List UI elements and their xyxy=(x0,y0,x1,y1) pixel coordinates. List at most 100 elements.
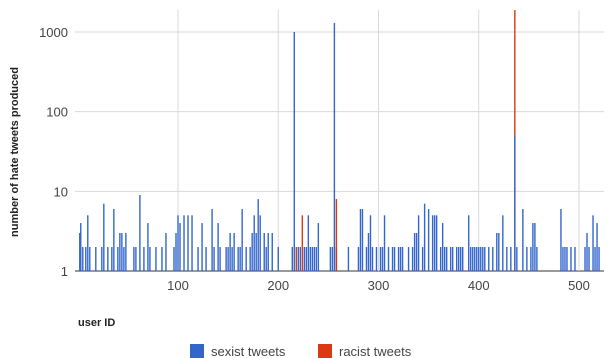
sexist-bar xyxy=(488,247,490,271)
sexist-bar xyxy=(227,247,229,271)
sexist-bar xyxy=(299,247,302,271)
sexist-bar xyxy=(85,247,87,271)
legend-label-racist: racist tweets xyxy=(339,344,412,358)
sexist-bar xyxy=(462,247,464,271)
sexist-bar xyxy=(213,247,215,271)
sexist-bar xyxy=(251,232,253,271)
sexist-bar xyxy=(201,223,203,271)
grid xyxy=(75,10,604,272)
sexist-bar xyxy=(161,247,163,271)
sexist-bar xyxy=(101,247,103,271)
sexist-bar xyxy=(449,247,452,271)
sexist-bar xyxy=(305,247,308,271)
sexist-bar xyxy=(307,215,310,271)
sexist-bar xyxy=(562,247,564,271)
sexist-bar xyxy=(439,247,442,271)
sexist-bar xyxy=(407,247,410,271)
sexist-bar xyxy=(399,247,402,271)
sexist-bar xyxy=(125,232,127,271)
sexist-bar xyxy=(588,247,590,271)
sexist-bar xyxy=(480,247,482,271)
sexist-bar xyxy=(484,247,486,271)
sexist-bar xyxy=(303,247,306,271)
sexist-bar xyxy=(502,215,504,271)
sexist-bar xyxy=(383,215,386,271)
sexist-bar xyxy=(265,247,267,271)
sexist-bar xyxy=(498,232,500,271)
sexist-bar xyxy=(423,203,426,271)
sexist-bar xyxy=(570,247,572,271)
sexist-bar xyxy=(103,203,105,271)
sexist-bar xyxy=(143,247,145,271)
sexist-bar xyxy=(514,135,516,271)
sexist-bar xyxy=(375,247,378,271)
sexist-bar xyxy=(451,247,454,271)
sexist-bar xyxy=(574,247,576,271)
sexist-bar xyxy=(205,247,207,271)
sexist-bar xyxy=(496,232,498,271)
sexist-bar xyxy=(87,215,89,271)
y-tick-label: 1 xyxy=(61,264,68,279)
sexist-bar xyxy=(309,247,312,271)
sexist-bar xyxy=(516,247,518,271)
sexist-bar xyxy=(415,232,418,271)
sexist-bar xyxy=(333,22,336,271)
y-axis-title: number of hate tweets produced xyxy=(9,67,21,237)
sexist-bar xyxy=(133,247,135,271)
sexist-bar xyxy=(231,247,233,271)
legend-swatch-racist xyxy=(318,344,332,358)
sexist-bar xyxy=(584,247,586,271)
sexist-bar xyxy=(472,247,474,271)
sexist-bar xyxy=(367,232,370,271)
sexist-bar xyxy=(291,247,293,271)
sexist-bar xyxy=(263,232,265,271)
sexist-bar xyxy=(560,209,562,271)
sexist-bar xyxy=(177,215,179,271)
sexist-bar xyxy=(387,247,390,271)
sexist-bar xyxy=(492,247,494,271)
sexist-bar xyxy=(317,223,320,271)
sexist-bar xyxy=(311,247,314,271)
sexist-bar xyxy=(381,247,384,271)
sexist-bar xyxy=(329,247,332,271)
sexist-bar xyxy=(82,247,84,271)
bars xyxy=(79,10,600,271)
y-tick-label: 100 xyxy=(46,105,68,120)
y-tick-labels: 1 10 100 1000 xyxy=(39,25,68,279)
sexist-bar xyxy=(379,247,382,271)
sexist-bar xyxy=(458,247,460,271)
legend: sexist tweets racist tweets xyxy=(190,344,412,358)
sexist-bar xyxy=(393,247,396,271)
sexist-bar xyxy=(594,247,596,271)
sexist-bar xyxy=(443,247,446,271)
sexist-bar xyxy=(598,247,600,271)
sexist-bar xyxy=(233,232,235,271)
sexist-bar xyxy=(173,247,175,271)
sexist-bar xyxy=(433,215,436,271)
x-tick-label: 400 xyxy=(468,278,490,293)
sexist-bar xyxy=(123,247,125,271)
sexist-bar xyxy=(80,223,82,271)
sexist-bar xyxy=(476,247,478,271)
sexist-bar xyxy=(217,223,219,271)
sexist-bar xyxy=(175,232,177,271)
sexist-bar xyxy=(417,215,420,271)
sexist-bar xyxy=(482,247,484,271)
sexist-bar xyxy=(566,247,568,271)
sexist-bar xyxy=(522,209,524,271)
sexist-bar xyxy=(271,232,273,271)
sexist-bar xyxy=(95,247,97,271)
sexist-bar xyxy=(534,223,536,271)
sexist-bar xyxy=(470,247,472,271)
x-tick-label: 100 xyxy=(167,278,189,293)
sexist-bar xyxy=(532,223,534,271)
sexist-bar xyxy=(460,247,462,271)
racist-bar xyxy=(295,247,297,271)
sexist-bar xyxy=(564,247,566,271)
sexist-bar xyxy=(255,232,257,271)
sexist-bar xyxy=(237,247,239,271)
sexist-bar xyxy=(478,247,480,271)
sexist-bar xyxy=(165,232,167,271)
sexist-bar xyxy=(79,232,81,271)
